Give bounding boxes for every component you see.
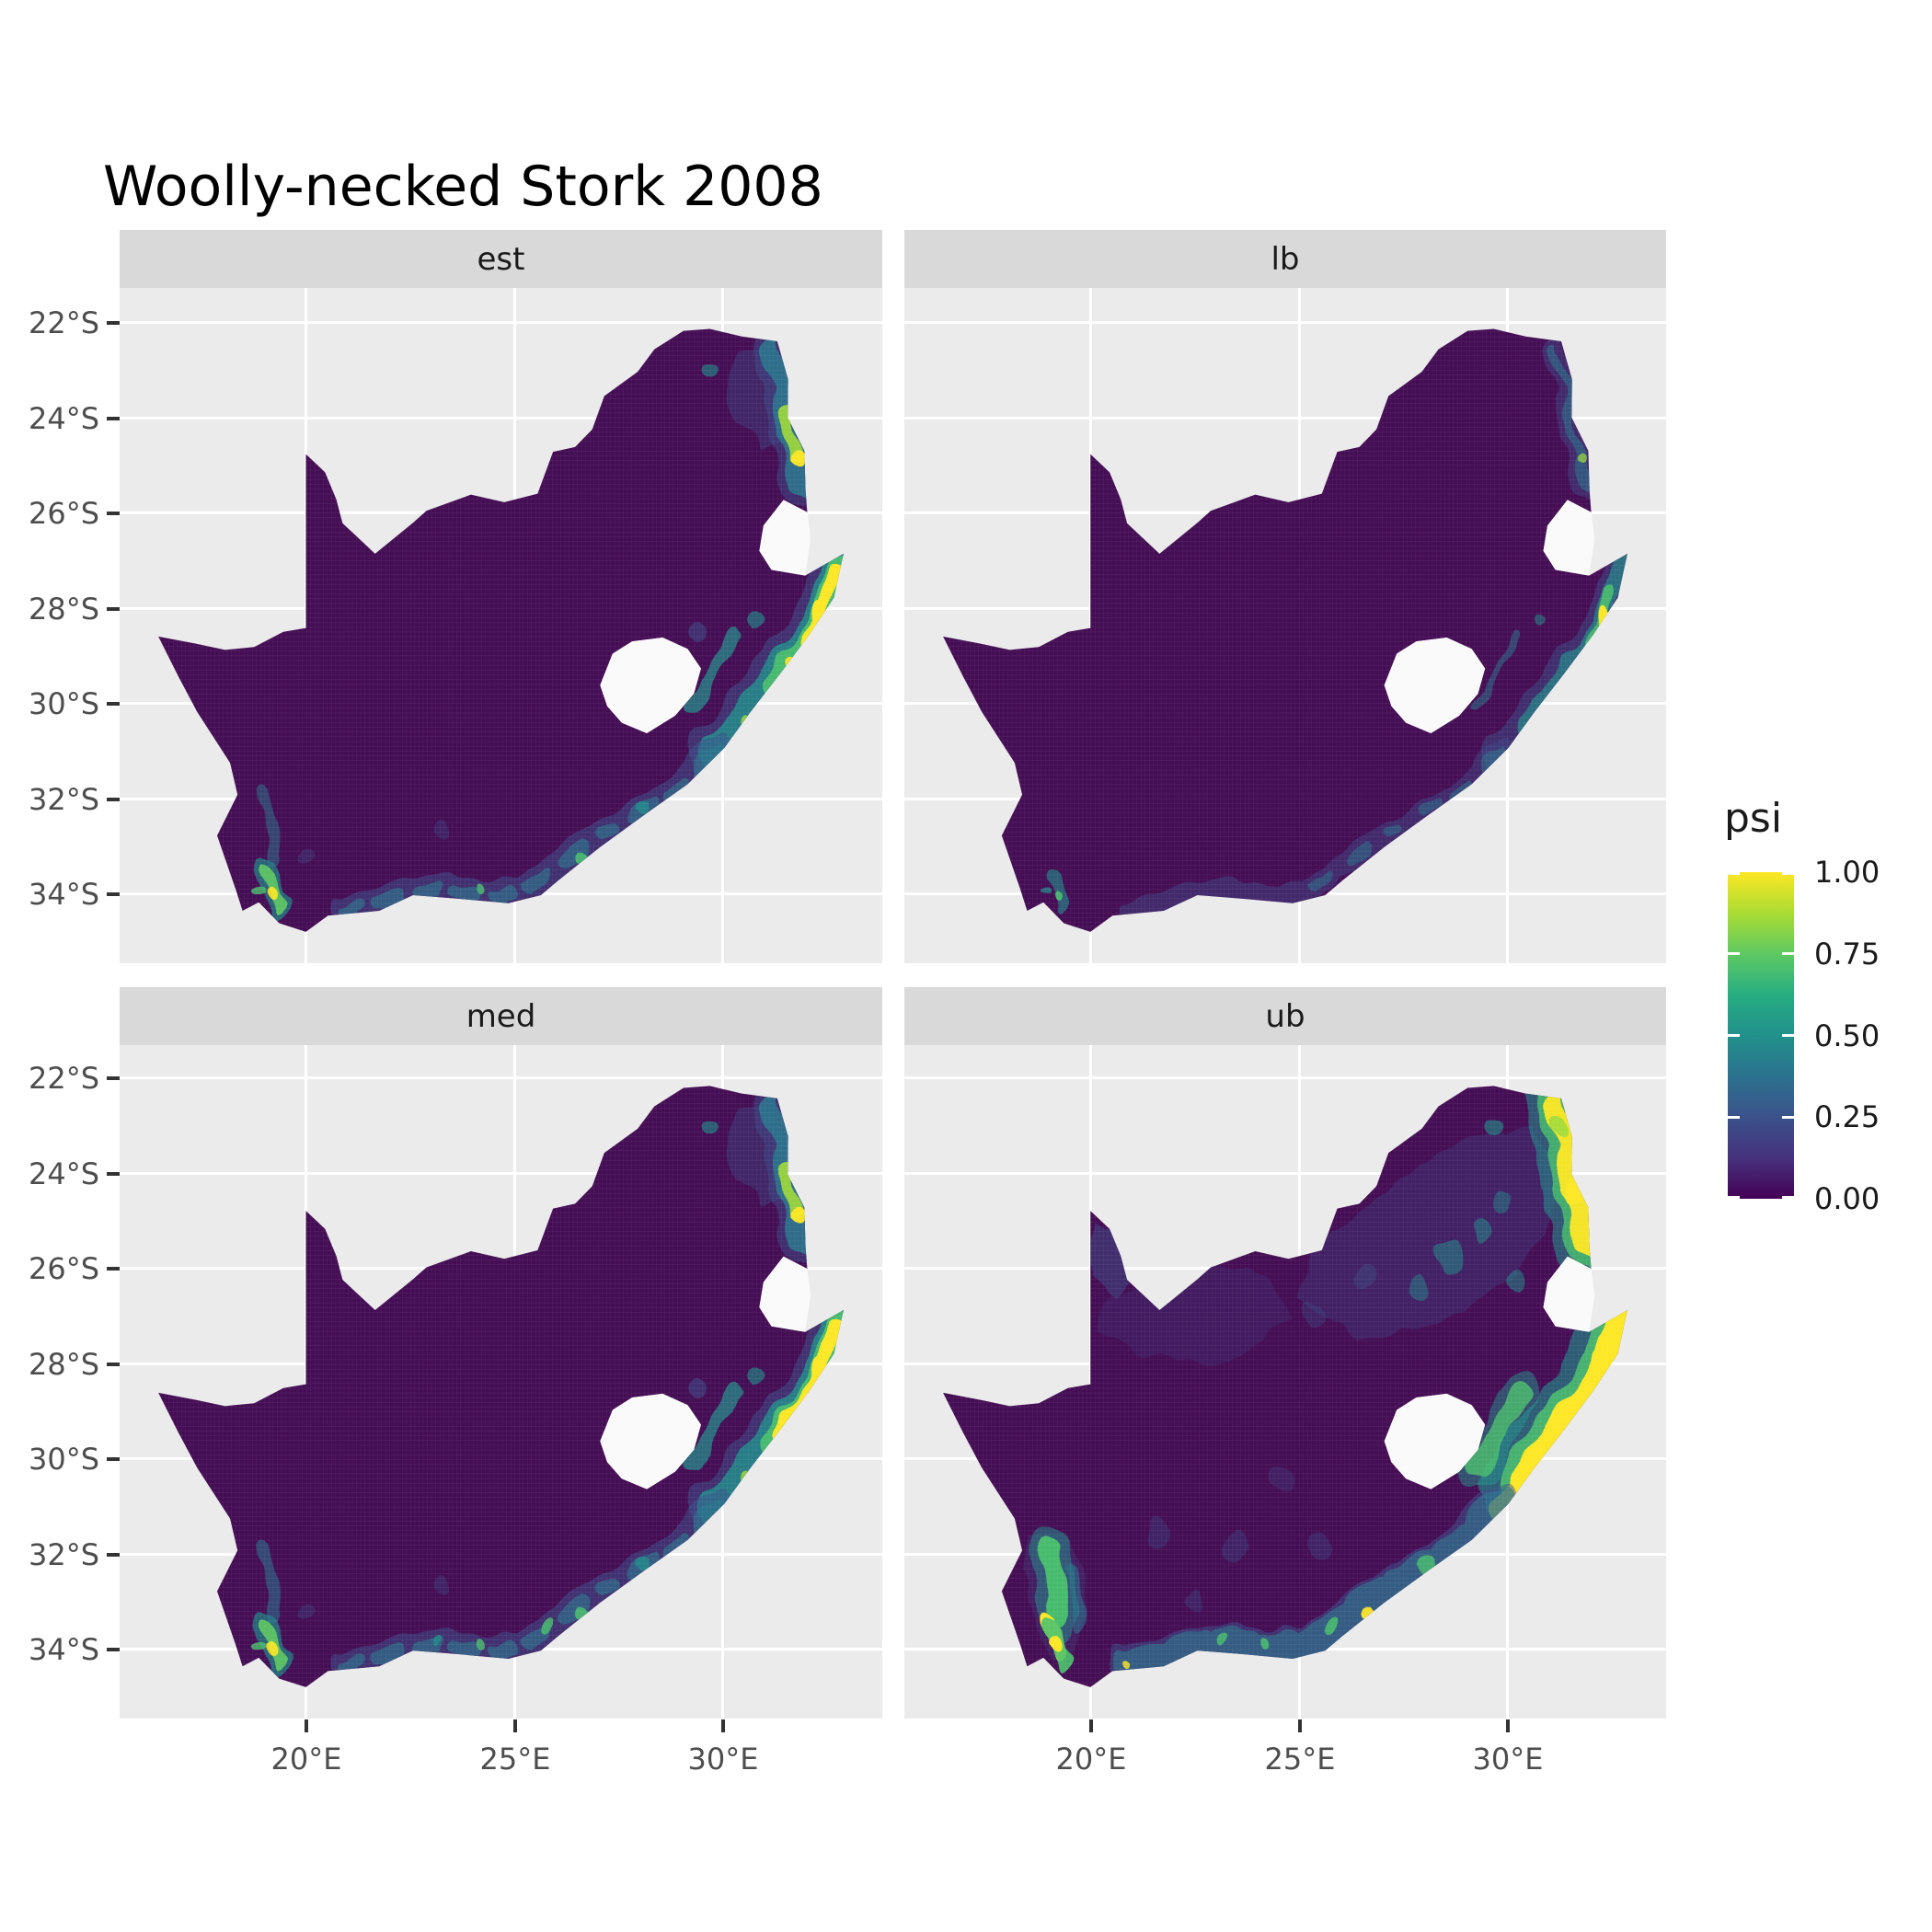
legend-tick bbox=[1782, 1116, 1794, 1119]
y-tick bbox=[107, 1648, 120, 1651]
y-axis-label: 34°S bbox=[28, 1632, 99, 1667]
y-tick bbox=[107, 1553, 120, 1557]
x-axis-label: 20°E bbox=[1055, 1742, 1127, 1777]
x-axis-label: 25°E bbox=[1264, 1742, 1336, 1777]
gridline bbox=[904, 1076, 1666, 1079]
page-title: Woolly-necked Stork 2008 bbox=[103, 155, 823, 219]
legend-tick bbox=[1782, 872, 1794, 875]
legend-tick bbox=[1728, 1196, 1740, 1199]
legend-label: 0.50 bbox=[1814, 1018, 1880, 1053]
facet-strip-ub: ub bbox=[904, 987, 1666, 1045]
legend-tick bbox=[1782, 1196, 1794, 1199]
x-tick bbox=[1089, 1719, 1093, 1732]
y-axis-label: 26°S bbox=[28, 496, 99, 531]
y-tick bbox=[107, 1076, 120, 1080]
legend-label: 0.25 bbox=[1814, 1099, 1880, 1134]
x-tick bbox=[1506, 1719, 1510, 1732]
y-tick bbox=[107, 1267, 120, 1271]
facet-strip-lb: lb bbox=[904, 230, 1666, 288]
south-africa-map-ub bbox=[904, 1045, 1666, 1719]
x-axis-label: 20°E bbox=[270, 1742, 342, 1777]
panel-est bbox=[120, 288, 882, 963]
legend-label: 1.00 bbox=[1814, 855, 1880, 890]
panel-lb bbox=[904, 288, 1666, 963]
facet-label-med: med bbox=[466, 997, 536, 1035]
y-tick bbox=[107, 798, 120, 801]
legend-label: 0.75 bbox=[1814, 937, 1880, 972]
x-tick bbox=[1298, 1719, 1302, 1732]
y-tick bbox=[107, 702, 120, 706]
y-axis-label: 28°S bbox=[28, 1347, 99, 1382]
y-axis-label: 30°S bbox=[28, 686, 99, 721]
legend-tick bbox=[1782, 1034, 1794, 1037]
legend-tick bbox=[1728, 952, 1740, 955]
y-axis-label: 24°S bbox=[28, 401, 99, 436]
gridline bbox=[904, 1172, 1666, 1175]
y-tick bbox=[107, 607, 120, 611]
y-tick bbox=[107, 1457, 120, 1461]
gridline bbox=[120, 321, 882, 324]
panel-med bbox=[120, 1045, 882, 1719]
gridline bbox=[904, 417, 1666, 420]
facet-label-lb: lb bbox=[1271, 240, 1300, 278]
x-tick bbox=[721, 1719, 725, 1732]
x-axis-label: 30°E bbox=[1472, 1742, 1544, 1777]
y-axis-label: 32°S bbox=[28, 1537, 99, 1572]
x-tick bbox=[513, 1719, 517, 1732]
y-tick bbox=[107, 892, 120, 896]
y-axis-label: 28°S bbox=[28, 592, 99, 627]
facet-label-est: est bbox=[477, 240, 525, 278]
x-axis-label: 25°E bbox=[479, 1742, 551, 1777]
gridline bbox=[120, 417, 882, 420]
y-tick bbox=[107, 321, 120, 325]
legend-title: psi bbox=[1724, 795, 1783, 842]
y-axis-label: 34°S bbox=[28, 877, 99, 912]
x-axis-label: 30°E bbox=[687, 1742, 759, 1777]
gridline bbox=[120, 1076, 882, 1079]
y-axis-label: 26°S bbox=[28, 1251, 99, 1286]
gridline bbox=[120, 1172, 882, 1175]
facet-strip-med: med bbox=[120, 987, 882, 1045]
y-tick bbox=[107, 417, 120, 420]
y-tick bbox=[107, 512, 120, 515]
gridline bbox=[904, 321, 1666, 324]
y-tick bbox=[107, 1363, 120, 1366]
legend-tick bbox=[1728, 1034, 1740, 1037]
legend-label: 0.00 bbox=[1814, 1181, 1880, 1216]
y-tick bbox=[107, 1172, 120, 1176]
y-axis-label: 22°S bbox=[28, 305, 99, 340]
legend-colorbar bbox=[1728, 872, 1794, 1199]
panel-ub bbox=[904, 1045, 1666, 1719]
south-africa-map-est bbox=[120, 288, 882, 963]
x-tick bbox=[305, 1719, 308, 1732]
south-africa-map-lb bbox=[904, 288, 1666, 963]
legend-tick bbox=[1782, 952, 1794, 955]
legend-tick bbox=[1728, 872, 1740, 875]
legend-tick bbox=[1728, 1116, 1740, 1119]
facet-strip-est: est bbox=[120, 230, 882, 288]
y-axis-label: 24°S bbox=[28, 1156, 99, 1191]
south-africa-map-med bbox=[120, 1045, 882, 1719]
facet-label-ub: ub bbox=[1265, 997, 1305, 1035]
y-axis-label: 32°S bbox=[28, 782, 99, 817]
y-axis-label: 22°S bbox=[28, 1061, 99, 1096]
y-axis-label: 30°S bbox=[28, 1442, 99, 1477]
